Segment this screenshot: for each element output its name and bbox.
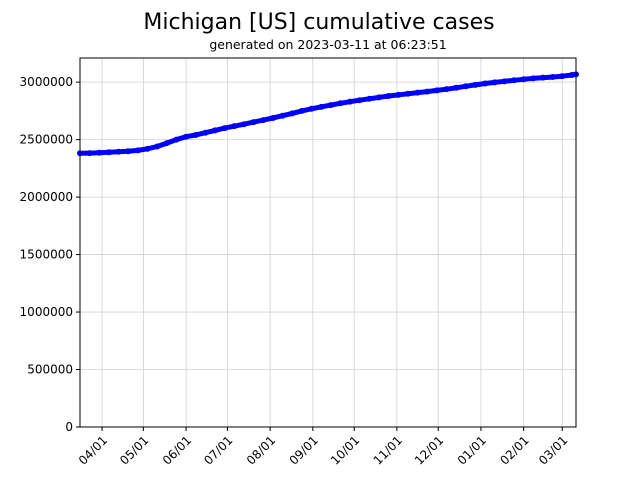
data-point [86,150,93,157]
data-point [212,127,219,134]
data-point [327,102,334,109]
series-cumulative-cases [77,71,579,157]
y-tick-label: 1000000 [20,305,73,319]
data-point [240,121,247,128]
y-tick-label: 2000000 [20,190,73,204]
data-point [96,149,103,156]
data-point [298,107,305,114]
data-point [395,91,402,98]
y-axis: 0 500000 1000000 1500000 2000000 2500000 30000… [20,75,80,434]
data-point [202,129,209,136]
data-point [163,140,170,147]
data-point [404,90,411,97]
data-point [453,84,460,91]
x-tick-label: 01/01 [455,433,489,467]
data-point [105,149,112,156]
grid [80,58,576,428]
data-point [125,148,132,155]
data-point [501,78,508,85]
x-tick-label: 08/01 [244,433,278,467]
chart-subtitle: generated on 2023-03-11 at 06:23:51 [209,37,446,52]
y-tick-label: 2500000 [20,133,73,147]
data-point [520,76,527,83]
x-tick-label: 02/01 [497,433,531,467]
y-tick-label: 0 [65,420,73,434]
data-point [511,77,517,84]
data-point [472,81,479,88]
y-tick-label: 1500000 [20,248,73,262]
x-tick-label: 05/01 [117,433,151,467]
data-point [279,112,286,119]
data-point [559,73,566,80]
series-line [77,71,579,156]
data-point [250,119,257,126]
data-point [154,143,161,150]
data-point [269,115,276,122]
data-point [385,93,392,100]
data-point [530,75,537,82]
data-point [424,88,431,95]
x-tick-label: 10/01 [328,433,362,467]
data-point [260,117,267,124]
data-point [308,105,315,112]
data-point [549,73,556,80]
x-tick-label: 09/01 [287,433,321,467]
x-axis: 04/01 05/01 06/01 07/01 08/01 09/01 10/01 11/01… [76,427,570,468]
plot-frame [79,57,577,428]
data-point [221,125,228,132]
data-point [115,148,122,155]
x-tick-label: 12/01 [412,433,446,467]
x-tick-label: 04/01 [76,433,110,467]
data-point [337,100,344,107]
data-point [414,89,421,96]
x-tick-label: 07/01 [201,433,235,467]
data-point [134,147,141,154]
x-tick-label: 06/01 [160,433,194,467]
data-point [491,79,498,86]
y-tick-label: 500000 [27,363,73,377]
data-point [183,133,190,140]
x-tick-label: 11/01 [371,433,405,467]
data-point [482,80,489,87]
chart-title: Michigan [US] cumulative cases [143,10,494,35]
data-point [539,74,546,81]
data-point [356,97,363,104]
data-point [144,145,151,152]
data-point [289,110,296,117]
data-point [192,132,199,139]
x-tick-label: 03/01 [536,433,570,467]
data-point [433,87,440,94]
data-point [462,83,469,90]
data-point [443,86,450,93]
data-point [231,123,238,130]
data-point [347,98,354,105]
data-point [318,103,325,110]
data-point [375,94,382,101]
data-point [173,136,180,143]
data-point [366,95,373,102]
y-tick-label: 3000000 [20,75,73,89]
